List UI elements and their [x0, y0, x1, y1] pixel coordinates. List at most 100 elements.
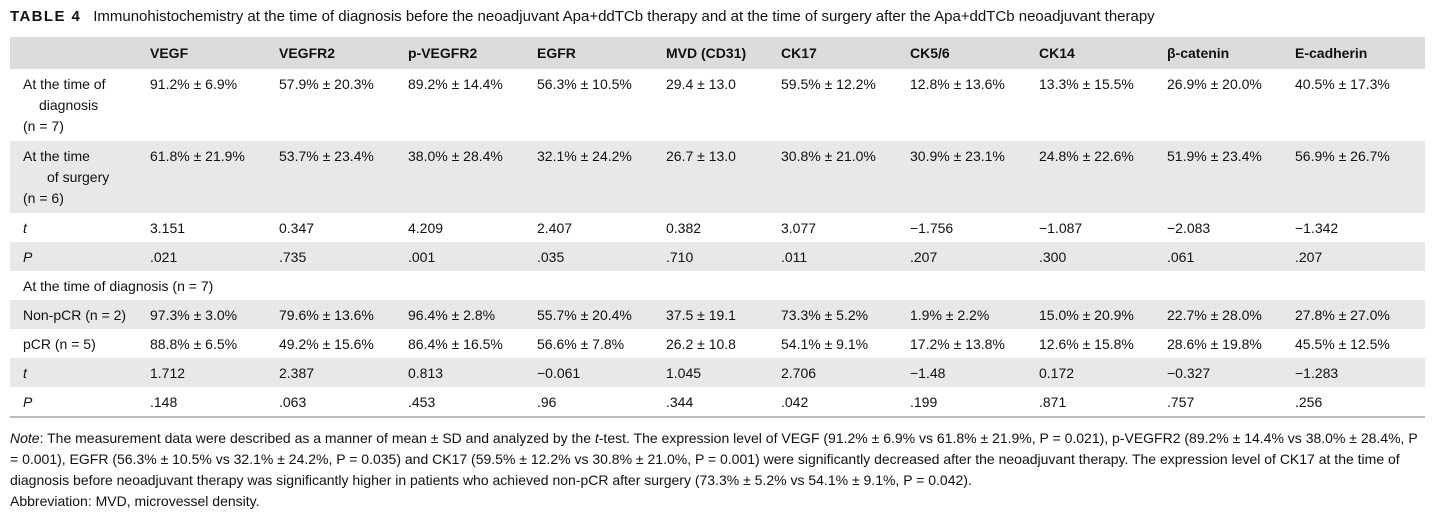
column-header: E-cadherin: [1295, 37, 1425, 69]
row-label-line: (n = 6): [23, 190, 64, 206]
table-cell: 1.045: [666, 358, 781, 387]
column-header: β-catenin: [1167, 37, 1295, 69]
table-cell: .063: [279, 394, 307, 410]
table-cell: 91.2% ± 6.9%: [150, 76, 238, 92]
note-text-2: -test. The expression level of VEGF (91.…: [10, 430, 1418, 488]
header-cell-blank: [10, 37, 150, 69]
table-caption: TABLE 4 Immunohistochemistry at the time …: [10, 6, 1430, 28]
row-label-line: pCR (n = 5): [23, 336, 96, 352]
table-row: P .148 .063 .453 .96 .344 .042 .199 .871 .757 .256: [10, 387, 1425, 416]
row-label: t: [10, 358, 150, 387]
row-label-line: P: [23, 394, 33, 410]
row-label: pCR (n = 5): [10, 329, 150, 358]
table-cell: .453: [408, 394, 436, 410]
column-header: MVD (CD31): [666, 37, 781, 69]
table-cell: 56.9% ± 26.7%: [1295, 141, 1425, 213]
table-bottom-rule: [10, 416, 1425, 418]
row-label: At the time of surgery (n = 6): [10, 141, 150, 213]
table-cell: .061: [1167, 242, 1295, 271]
table-cell: 24.8% ± 22.6%: [1039, 141, 1167, 213]
table-cell: 57.9% ± 20.3%: [279, 76, 374, 92]
table-cell: 38.0% ± 28.4%: [408, 141, 537, 213]
table-cell: 0.347: [279, 220, 315, 236]
table-cell: 49.2% ± 15.6%: [279, 336, 374, 352]
table-cell: 29.4 ± 13.0: [666, 76, 736, 92]
table-cell: .021: [150, 242, 279, 271]
table-cell: 54.1% ± 9.1%: [781, 336, 869, 352]
row-label-line: Non-pCR (n = 2): [23, 307, 127, 323]
table-cell: .757: [1167, 394, 1195, 410]
table-cell: 97.3% ± 3.0%: [150, 300, 279, 329]
table-cell: .710: [666, 242, 781, 271]
table-cell: .871: [1039, 394, 1067, 410]
column-header: CK17: [781, 37, 910, 69]
row-label-line: diagnosis: [39, 97, 99, 113]
table-cell: 0.172: [1039, 358, 1167, 387]
table-cell: 3.151: [150, 220, 186, 236]
table-cell: −1.087: [1039, 220, 1083, 236]
row-label-line: t: [23, 365, 27, 381]
row-label-line: At the time of: [23, 76, 106, 92]
table-cell: .207: [1295, 242, 1425, 271]
ihc-table: VEGF VEGFR2 p-VEGFR2 EGFR MVD (CD31) CK17 CK5/…: [10, 37, 1425, 416]
row-label-line: P: [23, 249, 33, 265]
table-cell: −0.061: [537, 358, 666, 387]
note-abbreviation: Abbreviation: MVD, microvessel density.: [10, 493, 260, 509]
table-cell: 12.6% ± 15.8%: [1039, 336, 1134, 352]
table-cell: 4.209: [408, 220, 444, 236]
table-cell: −2.083: [1167, 220, 1211, 236]
table-cell: 79.6% ± 13.6%: [279, 300, 408, 329]
table-cell: 26.7 ± 13.0: [666, 141, 781, 213]
table-cell: 89.2% ± 14.4%: [408, 76, 503, 92]
table-cell: 32.1% ± 24.2%: [537, 141, 666, 213]
table-label: TABLE 4: [10, 8, 82, 25]
table-cell: −0.327: [1167, 358, 1295, 387]
table-body: At the time of diagnosis (n = 7) 91.2% ± 6.…: [10, 69, 1425, 416]
table-cell: −1.48: [910, 358, 1039, 387]
table-cell: .011: [781, 242, 910, 271]
table-cell: 12.8% ± 13.6%: [910, 76, 1005, 92]
table-cell: 0.382: [666, 220, 702, 236]
table-note: Note: The measurement data were describe…: [10, 428, 1420, 512]
table-cell: 30.9% ± 23.1%: [910, 141, 1039, 213]
table-cell: 55.7% ± 20.4%: [537, 300, 666, 329]
table-cell: 2.407: [537, 220, 573, 236]
table-cell: .735: [279, 242, 408, 271]
row-label-line: t: [23, 220, 27, 236]
table-cell: 3.077: [781, 220, 817, 236]
table-cell: 1.9% ± 2.2%: [910, 300, 1039, 329]
table-cell: −1.756: [910, 220, 954, 236]
table-cell: 2.387: [279, 358, 408, 387]
table-cell: 96.4% ± 2.8%: [408, 300, 537, 329]
table-cell: 30.8% ± 21.0%: [781, 141, 910, 213]
row-label: Non-pCR (n = 2): [10, 300, 150, 329]
column-header: CK14: [1039, 37, 1167, 69]
table-cell: .96: [537, 394, 557, 410]
table-cell: 86.4% ± 16.5%: [408, 336, 503, 352]
table-cell: 22.7% ± 28.0%: [1167, 300, 1295, 329]
note-text-1: : The measurement data were described as…: [39, 430, 595, 446]
table-cell: .148: [150, 394, 178, 410]
table-title: Immunohistochemistry at the time of diag…: [93, 8, 1155, 25]
column-header: VEGFR2: [279, 37, 408, 69]
row-label: At the time of diagnosis (n = 7): [10, 271, 1425, 300]
table-cell: −1.342: [1295, 220, 1339, 236]
table-cell: 26.9% ± 20.0%: [1167, 76, 1262, 92]
note-t-word: t: [594, 430, 599, 446]
table-cell: .035: [537, 242, 666, 271]
table-cell: 17.2% ± 13.8%: [910, 336, 1005, 352]
table-cell: 13.3% ± 15.5%: [1039, 76, 1134, 92]
table-cell: 73.3% ± 5.2%: [781, 300, 910, 329]
row-label-line: (n = 7): [23, 118, 64, 134]
table-cell: .001: [408, 242, 537, 271]
table-cell: .042: [781, 394, 809, 410]
table-row: t 3.151 0.347 4.209 2.407 0.382 3.077 −1.756 −1.…: [10, 213, 1425, 242]
table-row: P .021.735.001.035.710.011.207.300.061.20…: [10, 242, 1425, 271]
table-cell: .300: [1039, 242, 1167, 271]
table-cell: −1.283: [1295, 358, 1425, 387]
table-cell: .199: [910, 394, 938, 410]
row-label-line: of surgery: [47, 169, 110, 185]
row-label: P: [10, 387, 150, 416]
table-row: At the time of diagnosis (n = 7): [10, 271, 1425, 300]
